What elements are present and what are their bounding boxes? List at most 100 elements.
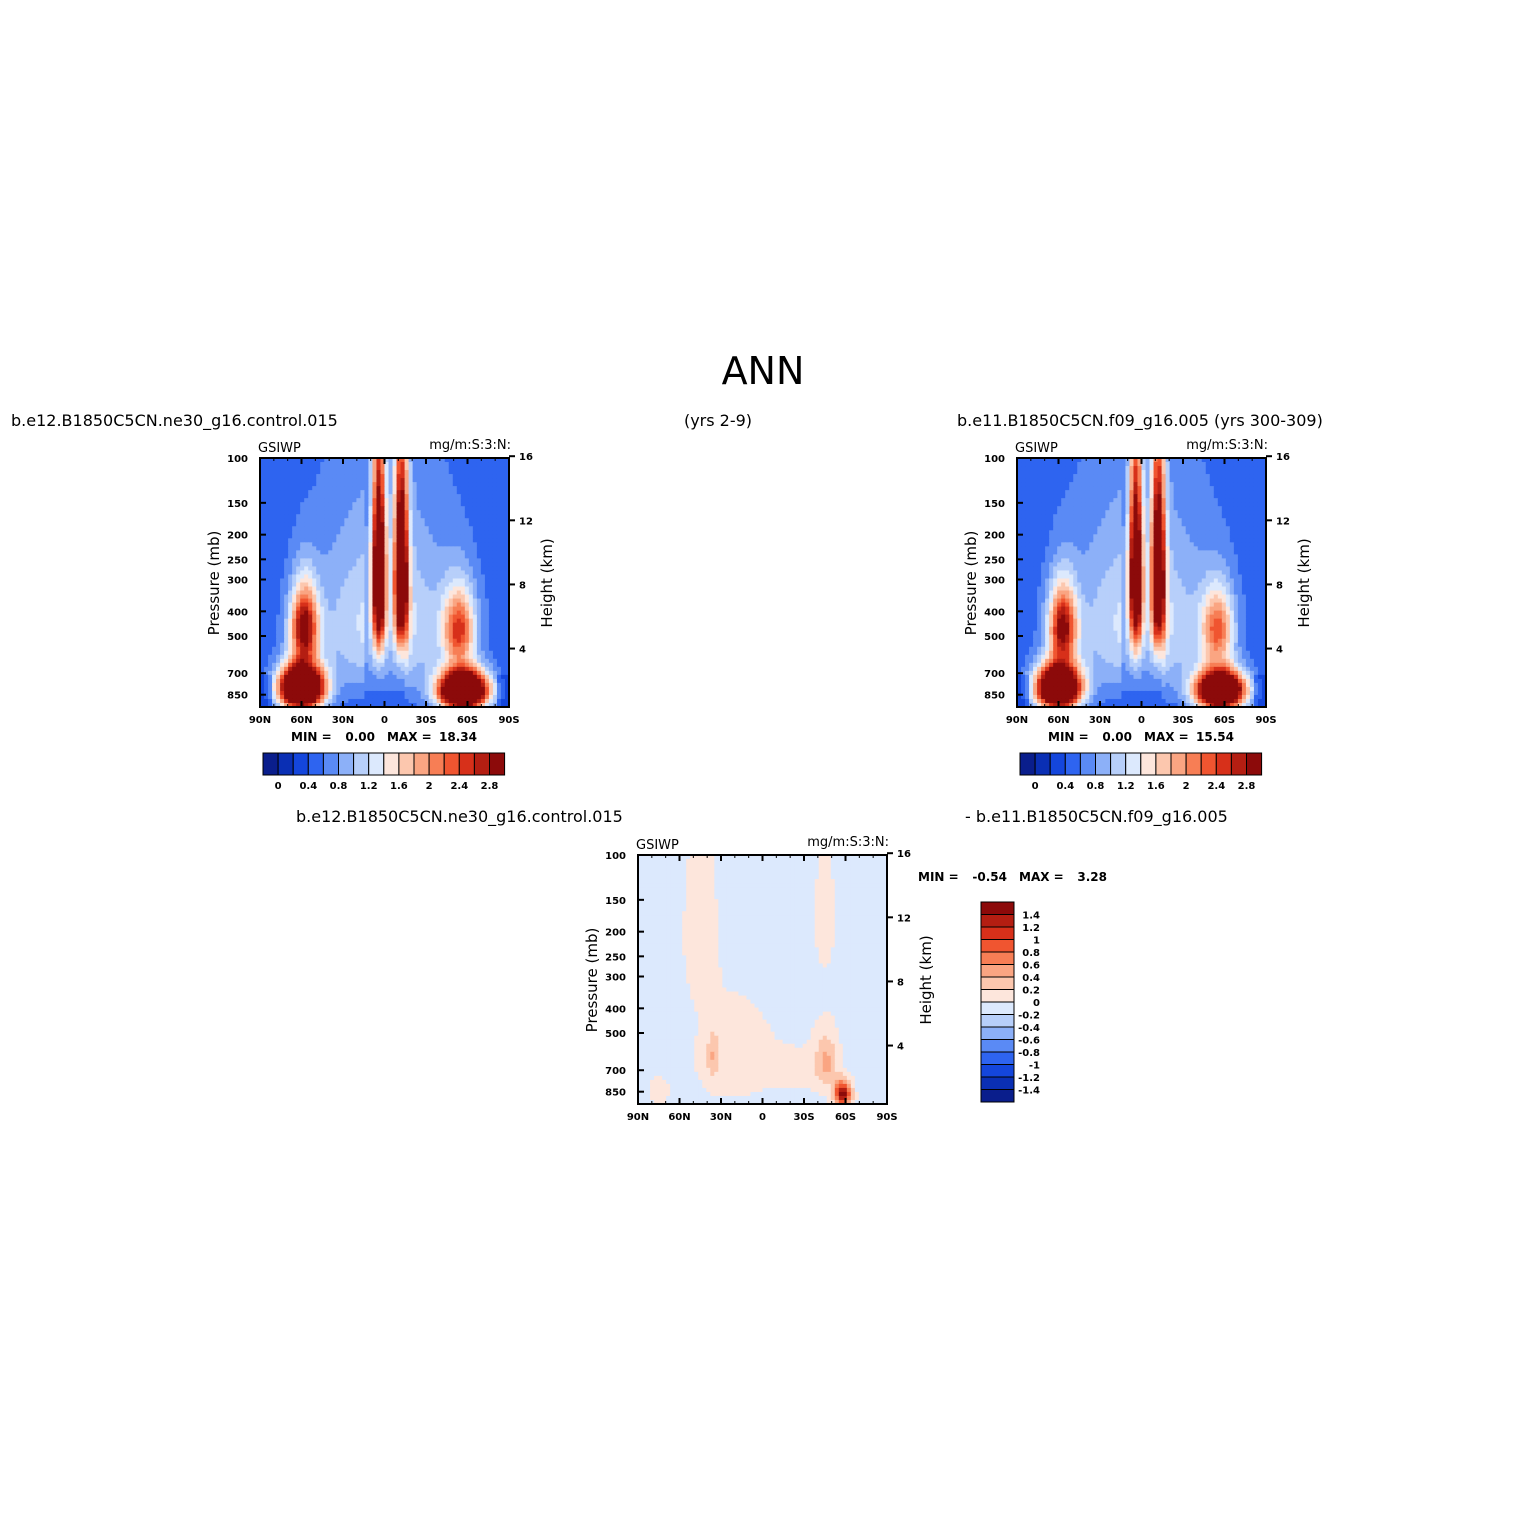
field-cell (280, 474, 285, 479)
field-cell (360, 526, 366, 531)
field-cell (296, 678, 301, 684)
field-cell (1105, 478, 1110, 483)
field-cell (400, 490, 406, 495)
field-cell (1217, 458, 1223, 463)
field-cell (496, 662, 502, 668)
field-cell (316, 598, 321, 604)
field-cell (468, 522, 474, 527)
field-cell (1125, 466, 1131, 471)
field-cell (312, 670, 317, 676)
field-cell (432, 458, 438, 463)
field-cell (440, 554, 446, 560)
field-cell (372, 702, 378, 708)
field-cell (260, 502, 265, 507)
field-cell (364, 594, 370, 600)
field-cell (420, 498, 426, 503)
field-cell (260, 646, 265, 652)
field-cell (440, 702, 446, 708)
field-cell (1117, 494, 1123, 499)
field-cell (504, 630, 510, 636)
field-cell (436, 478, 442, 483)
field-cell (1041, 474, 1046, 479)
field-cell (356, 574, 362, 580)
field-cell (504, 678, 510, 684)
field-cell (320, 526, 325, 531)
field-cell (456, 626, 462, 632)
field-cell (448, 618, 454, 624)
field-cell (268, 538, 273, 543)
field-cell (496, 462, 502, 467)
field-cell (276, 554, 281, 560)
field-cell (364, 574, 370, 580)
field-cell (1109, 490, 1114, 495)
field-cell (260, 554, 265, 560)
field-cell (356, 698, 362, 704)
field-cell (280, 490, 285, 495)
field-cell (1169, 474, 1175, 479)
field-cell (308, 662, 313, 668)
field-cell (312, 494, 317, 499)
field-cell (456, 694, 462, 700)
field-cell (484, 470, 490, 475)
field-cell (276, 598, 281, 604)
field-cell (1153, 458, 1159, 463)
field-cell (488, 474, 494, 479)
field-cell (396, 582, 402, 588)
field-cell (452, 510, 458, 515)
field-cell (336, 466, 341, 471)
field-cell (416, 630, 422, 636)
field-cell (472, 634, 478, 640)
field-cell (308, 546, 313, 551)
field-cell (452, 654, 458, 660)
field-cell (344, 694, 349, 700)
field-cell (492, 526, 498, 531)
field-cell (464, 526, 470, 531)
field-cell (500, 566, 506, 572)
field-cell (272, 646, 277, 652)
field-cell (284, 530, 289, 535)
field-cell (388, 558, 394, 564)
field-cell (1049, 506, 1054, 511)
field-cell (356, 502, 362, 507)
field-cell (356, 514, 362, 519)
field-cell (272, 586, 277, 592)
field-cell (400, 558, 406, 564)
field-cell (328, 538, 333, 543)
field-cell (436, 650, 442, 656)
field-cell (344, 594, 349, 600)
field-cell (1057, 466, 1062, 471)
field-cell (1209, 470, 1215, 475)
field-cell (292, 586, 297, 592)
field-cell (1077, 470, 1082, 475)
field-cell (292, 490, 297, 495)
field-cell (324, 598, 329, 604)
field-cell (476, 598, 482, 604)
field-cell (1037, 466, 1042, 471)
field-cell (1137, 498, 1143, 503)
field-cell (336, 682, 341, 688)
field-cell (1221, 466, 1227, 471)
field-cell (420, 546, 426, 551)
field-cell (296, 498, 301, 503)
field-cell (472, 470, 478, 475)
field-cell (264, 666, 269, 672)
field-cell (436, 582, 442, 588)
field-cell (320, 578, 325, 584)
field-cell (1113, 494, 1119, 499)
field-cell (1089, 498, 1094, 503)
field-cell (352, 670, 357, 676)
field-cell (308, 538, 313, 543)
field-cell (1029, 478, 1034, 483)
field-cell (1041, 498, 1046, 503)
field-cell (1249, 462, 1255, 467)
field-cell (1057, 462, 1062, 467)
field-cell (276, 662, 281, 668)
field-cell (352, 682, 357, 688)
field-cell (448, 574, 454, 580)
field-cell (280, 514, 285, 519)
field-cell (1069, 478, 1074, 483)
field-cell (308, 530, 313, 535)
field-cell (320, 510, 325, 515)
field-cell (424, 686, 430, 692)
field-cell (1077, 514, 1082, 519)
